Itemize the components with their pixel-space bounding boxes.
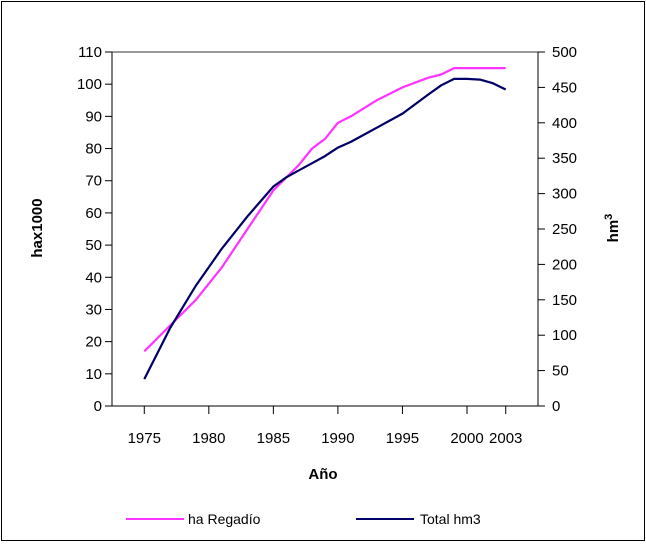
right-tick-label: 300 [552, 186, 577, 203]
right-tick-label: 200 [552, 256, 577, 273]
series-lines [143, 66, 507, 380]
left-y-axis: 0 10 20 30 40 50 60 70 80 90 100 110 [77, 44, 113, 415]
x-tick-label: 1995 [386, 430, 419, 447]
series-line-ha-regadio [143, 66, 506, 353]
right-tick-label: 350 [552, 150, 577, 167]
right-tick-label: 150 [552, 292, 577, 309]
right-y-axis-title: hm3 [603, 214, 622, 243]
x-axis: 1975 1980 1985 1990 1995 2000 2003 [112, 405, 538, 447]
legend: ha Regadío Total hm3 [126, 511, 481, 527]
left-tick-label: 100 [77, 76, 102, 93]
x-axis-title: Año [308, 466, 337, 483]
right-y-axis: 0 50 100 150 200 250 300 350 400 450 500 [537, 44, 577, 415]
legend-label-total-hm3: Total hm3 [420, 511, 481, 527]
left-tick-label: 40 [85, 269, 102, 286]
series-line-total-hm3 [143, 77, 507, 380]
left-tick-label: 20 [85, 334, 102, 351]
x-tick-label: 2000 [450, 430, 483, 447]
legend-label-ha-regadio: ha Regadío [188, 511, 261, 527]
right-tick-label: 400 [552, 115, 577, 132]
left-tick-label: 80 [85, 141, 102, 158]
right-tick-label: 50 [552, 363, 569, 380]
right-y-axis-title-main: hm [605, 220, 622, 243]
left-tick-label: 10 [85, 366, 102, 383]
left-tick-label: 50 [85, 237, 102, 254]
left-tick-label: 0 [94, 398, 102, 415]
right-tick-label: 450 [552, 79, 577, 96]
x-tick-label: 1975 [128, 430, 161, 447]
x-tick-label: 1985 [257, 430, 290, 447]
right-tick-label: 250 [552, 221, 577, 238]
left-tick-label: 60 [85, 205, 102, 222]
right-tick-label: 100 [552, 327, 577, 344]
right-tick-label: 0 [552, 398, 560, 415]
left-tick-label: 110 [78, 44, 102, 61]
left-tick-label: 70 [85, 173, 102, 190]
right-y-axis-title-superscript: 3 [603, 214, 615, 220]
x-tick-label: 1990 [321, 430, 354, 447]
x-tick-label: 1980 [192, 430, 225, 447]
right-tick-label: 500 [552, 44, 577, 61]
left-tick-label: 30 [85, 301, 102, 318]
left-tick-label: 90 [85, 108, 102, 125]
left-y-axis-title: hax1000 [29, 198, 46, 257]
x-tick-label: 2003 [489, 430, 522, 447]
